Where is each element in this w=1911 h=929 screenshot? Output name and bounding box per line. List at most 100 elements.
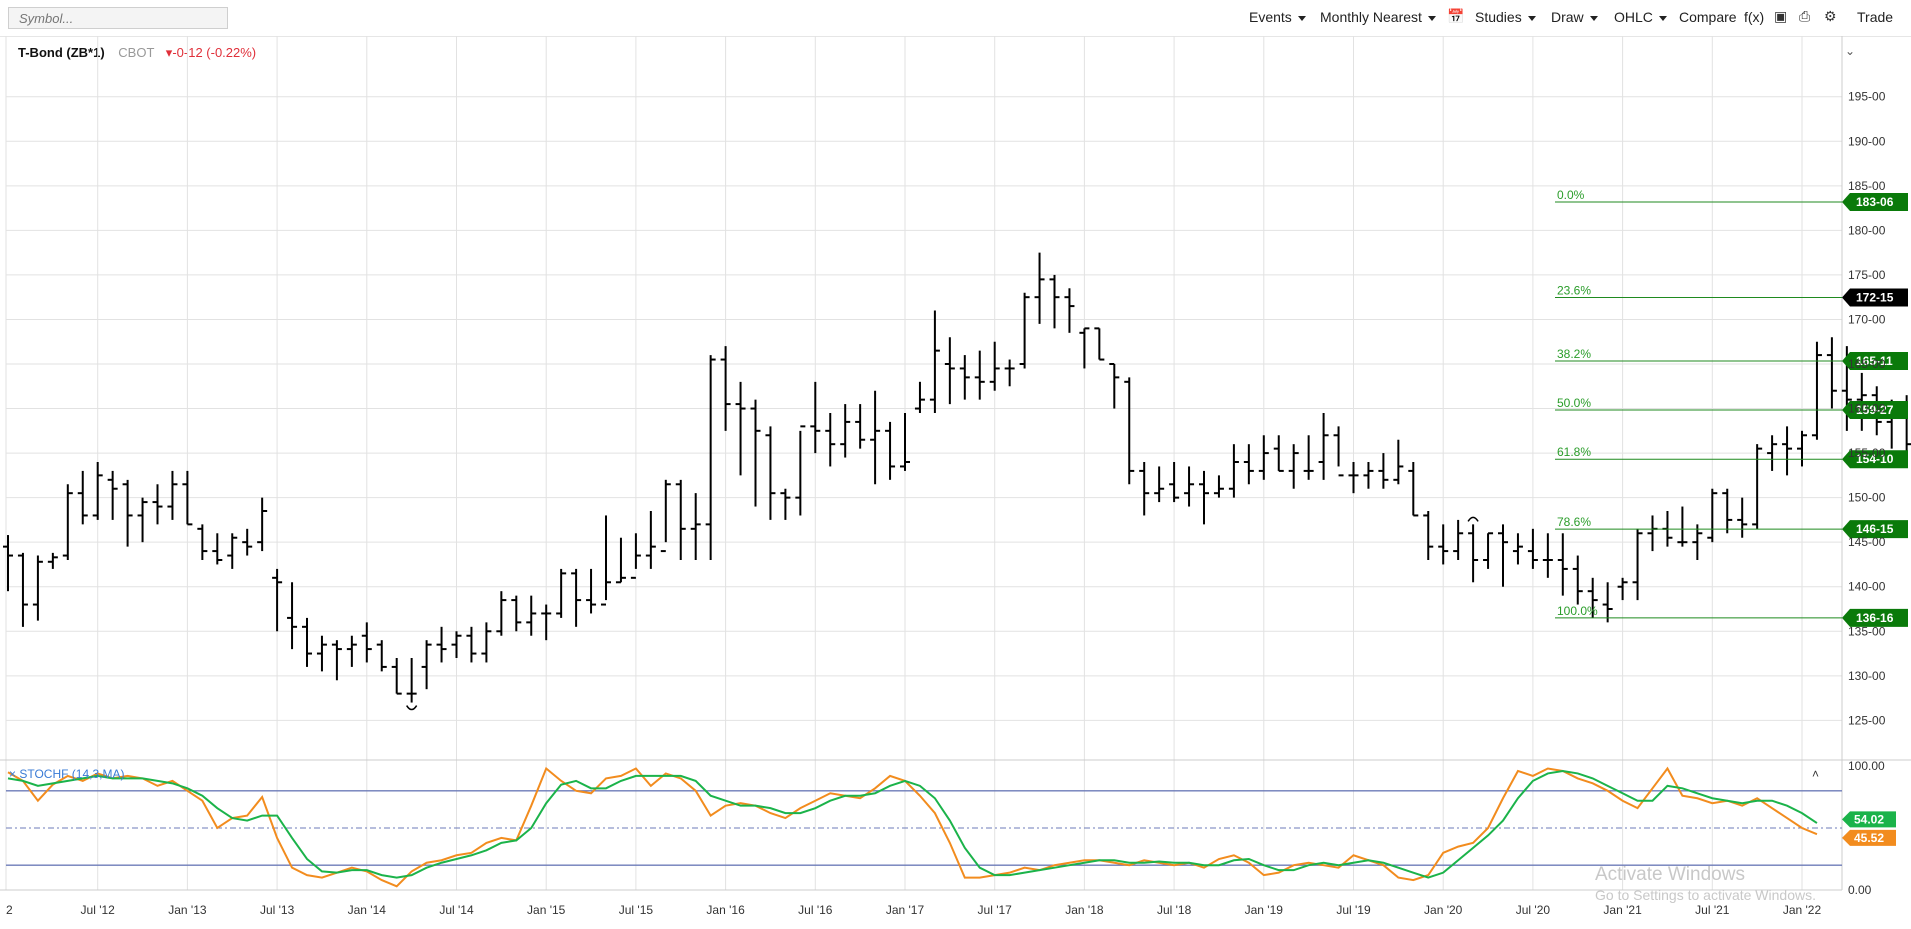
ohlc-bar [615, 537, 626, 584]
collapse-chevron-icon[interactable]: ⌄ [1844, 44, 1855, 58]
fib-level-label: 50.0% [1557, 396, 1591, 410]
studies-label: Studies [1475, 9, 1522, 25]
ohlc-bar [885, 421, 896, 480]
ohlc-bar [735, 381, 746, 476]
ohlc-bar [496, 591, 507, 636]
price-tag-label: 146-15 [1856, 522, 1894, 536]
ohlc-bar [376, 640, 387, 672]
ohlc-bar [870, 390, 881, 485]
ohlc-bar [1572, 555, 1583, 605]
function-button[interactable]: f(x) [1744, 9, 1765, 25]
ohlc-bar [77, 470, 88, 525]
ohlc-bar [1498, 524, 1508, 587]
ohlc-bar [855, 404, 866, 449]
symbol-legend: T-Bond (ZB*1) CBOT ▾-0-12 (-0.22%) [18, 45, 256, 61]
stoch-study-label: × STOCHF (14,3,MA) [9, 767, 124, 781]
chevron-down-icon [1527, 15, 1536, 21]
period-menu[interactable]: Monthly Nearest [1320, 9, 1436, 25]
ohlc-bar [720, 346, 731, 431]
ohlc-bar [346, 635, 357, 667]
ohlc-bar [601, 515, 611, 606]
ohlc-bar [406, 658, 417, 703]
time-tick-label: Jul '20 [1516, 903, 1551, 917]
ohlc-bar [331, 640, 342, 681]
ohlc-bar [436, 626, 447, 663]
ohlc-bar [556, 568, 567, 618]
ohlc-bar [1527, 528, 1538, 569]
price-tag-label: 136-16 [1856, 611, 1894, 625]
ohlc-bar [974, 350, 985, 400]
ohlc-bar [1019, 292, 1030, 369]
ohlc-bar [1512, 533, 1523, 565]
price-chart[interactable]: 0.0% 183-06 23.6% 172-15 38.2% 165-11 50.0% 159… [0, 36, 1911, 929]
ohlc-bar [1243, 444, 1254, 485]
ohlc-bar [122, 479, 133, 547]
price-tag [1842, 288, 1908, 307]
ohlc-bar [1064, 288, 1075, 333]
ohlc-bar [152, 484, 163, 525]
ohlc-bar [780, 488, 791, 520]
price-tick-label: 185-00 [1848, 179, 1886, 193]
studies-menu[interactable]: Studies [1475, 9, 1536, 25]
ohlc-bar [1004, 359, 1015, 387]
exchange-label: CBOT [118, 45, 155, 60]
fibonacci-retracement[interactable]: 0.0% 183-06 23.6% 172-15 38.2% 165-11 50.0% 159… [1555, 188, 1908, 627]
compare-button[interactable]: Compare [1679, 9, 1737, 25]
ohlc-bar [1617, 577, 1628, 601]
ohlc-bar [571, 568, 582, 627]
stoch-value-tag [1842, 829, 1896, 846]
symbol-search-input[interactable] [8, 7, 228, 29]
price-tick-label: 190-00 [1848, 134, 1886, 148]
ohlc-bar [660, 479, 671, 553]
period-label: Monthly Nearest [1320, 9, 1422, 25]
camera-icon[interactable]: ▣ [1774, 8, 1788, 24]
chevron-down-icon [1297, 15, 1306, 21]
ohlc-bar [272, 568, 283, 632]
ohlc-bar [451, 631, 462, 658]
down-arrow-icon: ▾ [165, 45, 173, 60]
ohlc-bar [1049, 274, 1060, 329]
ohlc-bar [1124, 377, 1135, 485]
ohlc-bar [690, 493, 701, 560]
ohlc-bar [1542, 533, 1553, 578]
ohlc-bar [1677, 506, 1688, 547]
time-tick-label: 2 [6, 903, 13, 917]
ohlc-bar [1318, 413, 1329, 480]
fib-level-label: 38.2% [1557, 347, 1591, 361]
ohlc-bar [302, 617, 312, 667]
time-tick-label: Jan '21 [1603, 903, 1642, 917]
print-icon[interactable]: ⎙ [1799, 8, 1811, 24]
chevron-up-icon: ˄ [1812, 767, 1819, 781]
time-tick-label: Jan '20 [1424, 903, 1463, 917]
time-tick-label: Jan '17 [886, 903, 925, 917]
events-menu[interactable]: Events [1249, 9, 1306, 25]
price-tag [1842, 520, 1908, 539]
ohlc-bar [630, 533, 641, 579]
time-tick-label: Jul '12 [81, 903, 116, 917]
ohlc-bar [17, 552, 28, 627]
ohlc-bar [466, 626, 477, 663]
draw-menu[interactable]: Draw [1551, 9, 1598, 25]
time-tick-label: Jan '13 [168, 903, 207, 917]
ohlc-bar [391, 658, 402, 695]
ohlc-bar [929, 310, 940, 413]
ohlc-bar [914, 381, 925, 413]
chart-type-menu[interactable]: OHLC [1614, 9, 1667, 25]
ohlc-bar [257, 497, 268, 552]
time-tick-label: Jul '14 [439, 903, 474, 917]
price-tick-label: 135-00 [1848, 624, 1886, 638]
gear-icon[interactable]: ⚙ [1824, 8, 1837, 24]
ohlc-bar [47, 552, 58, 569]
time-tick-label: Jan '14 [348, 903, 387, 917]
price-axis: 125-00 130-00 135-00 140-00 145-00 150-00 155-… [1848, 90, 1886, 728]
trade-button[interactable]: Trade [1857, 9, 1894, 25]
ohlc-bar [1483, 532, 1494, 569]
ohlc-bar [62, 484, 73, 560]
price-tag [1842, 608, 1908, 627]
stoch-k-line [7, 766, 1818, 888]
calendar-icon[interactable]: 📅 [1447, 8, 1465, 24]
time-tick-label: Jul '21 [1695, 903, 1730, 917]
ohlc-bar [675, 479, 686, 560]
ohlc-bar [1333, 426, 1344, 477]
price-change-value: -0-12 (-0.22%) [172, 45, 257, 60]
